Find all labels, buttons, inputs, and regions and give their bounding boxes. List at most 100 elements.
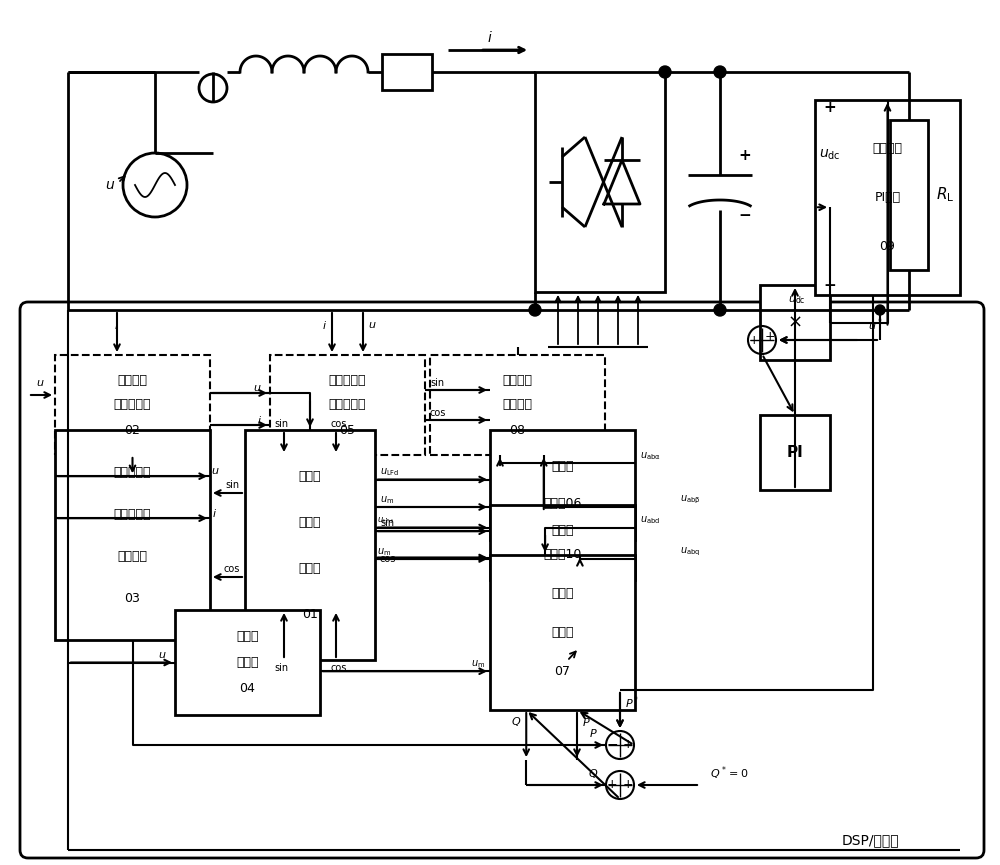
Text: 率控制: 率控制 [551,626,574,639]
Bar [55,430,210,640]
Text: 工频坐: 工频坐 [551,523,574,536]
Text: 脉宽调制: 脉宽调制 [503,399,532,412]
Text: $R_{\rm L}$: $R_{\rm L}$ [936,186,954,204]
Bar [490,505,635,580]
Text: sin: sin [226,480,240,490]
Text: 阵分量计算: 阵分量计算 [329,399,366,412]
Text: +: + [623,739,633,752]
Text: $P$: $P$ [589,727,598,739]
Text: sin: sin [274,419,288,429]
Text: 单相无锁相: 单相无锁相 [114,465,151,478]
Text: $P^*$: $P^*$ [625,695,640,711]
Text: +: + [738,148,751,163]
Text: cos: cos [331,419,347,429]
Text: 07: 07 [554,664,570,678]
Circle shape [714,304,726,316]
Text: 直接功: 直接功 [551,587,574,600]
Text: $u_{\rm m}$: $u_{\rm m}$ [380,494,394,506]
Circle shape [875,305,885,315]
Bar [382,54,432,90]
Text: 流采集转换: 流采集转换 [114,399,151,412]
Circle shape [529,304,541,316]
Text: 本地正: 本地正 [299,470,321,483]
Text: $P$: $P$ [582,716,591,728]
Text: $u_{\rm m}$: $u_{\rm m}$ [377,546,391,558]
Text: sin: sin [430,378,444,388]
Text: $u_{\rm LFd}$: $u_{\rm LFd}$ [380,466,400,478]
Text: $u_{\rm abd}$: $u_{\rm abd}$ [640,515,660,527]
Text: 频率补: 频率补 [551,460,574,473]
Text: −: − [738,208,751,222]
Circle shape [714,66,726,78]
Text: cos: cos [224,564,240,574]
Text: $u_{\rm ab\alpha}$: $u_{\rm ab\alpha}$ [640,450,661,462]
Text: 网压幅: 网压幅 [236,630,259,643]
Text: $Q$: $Q$ [511,715,521,728]
Text: 环网压瞬时: 环网压瞬时 [114,508,151,521]
Text: $i$: $i$ [212,507,218,519]
Text: $u$: $u$ [105,178,115,192]
Text: 值计算: 值计算 [236,656,259,669]
Bar [490,555,635,710]
Bar [55,355,210,455]
Text: $i$: $i$ [257,414,262,426]
Text: $u_{\rm m}$: $u_{\rm m}$ [471,658,485,670]
Bar [430,355,605,455]
Text: $i$: $i$ [487,30,493,46]
Bar [175,610,320,715]
Text: 号计算: 号计算 [299,561,321,574]
Text: +: + [607,778,617,791]
Text: cos: cos [331,663,347,673]
Text: $u$: $u$ [36,378,44,388]
Text: 偿矩阵06: 偿矩阵06 [543,497,582,509]
Text: 功率计算: 功率计算 [118,549,148,562]
Text: DSP/单片机: DSP/单片机 [841,833,899,847]
Text: $u^*$: $u^*$ [868,317,882,333]
Text: sin: sin [380,518,394,529]
Text: $u_{\rm LFd}$: $u_{\rm LFd}$ [377,516,394,526]
Bar [760,285,830,360]
Bar [760,415,830,490]
Circle shape [659,66,671,78]
Bar [270,355,425,455]
Text: $u_{\rm ab\beta}$: $u_{\rm ab\beta}$ [680,494,701,506]
Text: $i$: $i$ [114,319,120,331]
Text: 电压外环: 电压外环 [872,142,902,155]
Text: 05: 05 [340,424,356,437]
Text: sin: sin [274,663,288,673]
Text: +: + [765,330,775,343]
Text: PI: PI [787,445,803,460]
Text: PI控制: PI控制 [874,191,901,204]
Text: $u$: $u$ [368,320,377,330]
Text: 标变换10: 标变换10 [543,548,582,561]
Text: 余弦信: 余弦信 [299,516,321,529]
Text: cos: cos [430,408,446,418]
Text: $Q^*=0$: $Q^*=0$ [710,764,749,782]
Text: ×: × [787,313,803,331]
Text: +: + [749,334,759,347]
Text: $u$: $u$ [211,466,219,477]
Text: 网侧电压: 网侧电压 [118,374,148,387]
Text: 01: 01 [302,607,318,620]
Text: $u_{\rm dc}$: $u_{\rm dc}$ [788,294,806,306]
Bar [490,430,635,540]
Bar [890,120,928,270]
Text: 频率补偿矩: 频率补偿矩 [329,374,366,387]
Text: 08: 08 [510,424,526,437]
Text: $u_{\rm dc}$: $u_{\rm dc}$ [819,148,841,163]
Text: −: − [606,738,618,752]
Bar [535,72,665,292]
Text: −: − [824,278,836,292]
Text: cos: cos [380,554,396,565]
Text: +: + [824,100,836,116]
Text: 04: 04 [240,682,255,695]
Text: 09: 09 [880,240,895,253]
Bar [245,430,375,660]
Text: $u$: $u$ [253,383,262,393]
FancyBboxPatch shape [20,302,984,858]
Bar [815,100,960,295]
Text: $u$: $u$ [158,650,167,659]
Text: 空间矢量: 空间矢量 [503,374,532,387]
Text: +: + [623,778,633,791]
Text: 03: 03 [125,592,140,605]
